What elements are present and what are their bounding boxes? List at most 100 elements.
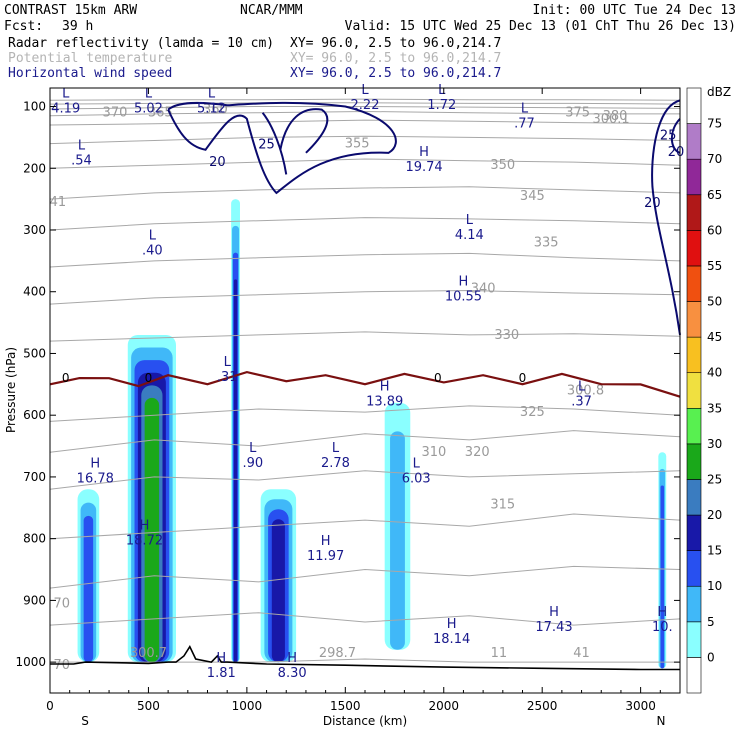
hl-value-3: 2.22: [351, 98, 380, 113]
theta-label-17: 300.7: [130, 646, 167, 661]
freezing-level-label-2: 0: [434, 371, 442, 385]
theta-label-2: 360: [203, 103, 228, 118]
y-tick-label-1: 200: [23, 161, 46, 175]
theta-label-4: 350: [490, 158, 515, 173]
theta-label-19: 11: [491, 646, 508, 661]
hl-value-13: .37: [571, 395, 592, 410]
theta-label-8: 330: [494, 328, 519, 343]
reflectivity-cell-3-level-4: [271, 519, 285, 663]
y-tick-label-6: 700: [23, 470, 46, 484]
theta-label-13: 375: [565, 106, 590, 121]
theta-contour-13: [49, 135, 681, 145]
hl-value-4: 1.72: [427, 98, 456, 113]
y-tick-label-5: 600: [23, 408, 46, 422]
field-xy-theta: XY= 96.0, 2.5 to 96.0,214.7: [290, 51, 501, 66]
theta-label-9: 325: [520, 405, 545, 420]
theta-label-12: 310: [421, 445, 446, 460]
theta-contour-3: [49, 513, 681, 540]
hl-value-9: .40: [142, 243, 163, 258]
theta-contour-5: [49, 430, 681, 453]
hl-letter-7: H: [419, 145, 429, 160]
wind-contour-2: [261, 112, 288, 175]
hl-letter-2: L: [208, 86, 216, 101]
hl-value-24: 8.30: [278, 666, 307, 681]
theta-contour-8: [49, 289, 681, 305]
theta-contours: 370 365 360 355 350 345 340 335 330 325 320 315 310 3…: [49, 98, 681, 673]
field-name-theta: Potential temperature: [8, 51, 173, 66]
colorbar-label-5: 25: [707, 472, 722, 486]
y-axis-title: Pressure (hPa): [4, 347, 18, 433]
theta-label-10: 320: [465, 445, 490, 460]
theta-contour-6: [49, 405, 681, 422]
theta-label-20: 41: [573, 646, 590, 661]
x-tick-label-1: 500: [137, 699, 160, 713]
theta-contour-2: [49, 565, 681, 589]
fcst-value: 39 h: [62, 19, 93, 34]
colorbar-label-8: 40: [707, 366, 722, 380]
x-axis-north-label: N: [657, 714, 666, 728]
reflectivity-cell-5-level-3: [660, 485, 665, 669]
terrain-layer: [50, 645, 680, 671]
x-tick-label-4: 2000: [428, 699, 459, 713]
freezing-level-label-0: 0: [62, 371, 70, 385]
y-tick-label-9: 1000: [15, 655, 46, 669]
wind-label-1: 20: [209, 155, 226, 170]
hl-letter-16: H: [90, 457, 100, 472]
colorbar-swatch-7: [686, 407, 702, 445]
hl-letter-22: H: [657, 605, 667, 620]
freezing-level-label-1: 0: [145, 371, 153, 385]
colorbar-swatch-8: [686, 372, 702, 409]
colorbar-label-6: 30: [707, 437, 722, 451]
wind-label-2: 20: [644, 196, 661, 211]
colorbar-swatch-9: [686, 336, 702, 374]
terrain-line: [50, 645, 680, 671]
theta-label-6: 340: [471, 282, 496, 297]
hl-value-22: 10.: [652, 620, 673, 635]
theta-label-0: 370: [103, 106, 128, 121]
colorbar-label-9: 45: [707, 330, 722, 344]
hl-letter-19: H: [321, 534, 331, 549]
theta-contour-7: [49, 331, 681, 342]
theta-contour-14: [49, 119, 681, 126]
colorbar-swatch-1: [686, 621, 702, 658]
hl-value-15: 2.78: [321, 456, 350, 471]
wind-contour-0: [167, 101, 397, 195]
theta-contour-16: [49, 106, 681, 110]
field-xy-reflectivity: XY= 96.0, 2.5 to 96.0,214.7: [290, 36, 501, 51]
y-tick-label-2: 300: [23, 223, 46, 237]
hl-letter-11: L: [224, 355, 232, 370]
hl-value-7: 19.74: [405, 160, 442, 175]
freezing-level-layer: 0 0 0 0: [49, 370, 681, 398]
hl-value-1: 5.02: [134, 101, 163, 116]
valid-time: Valid: 15 UTC Wed 25 Dec 13 (01 ChT Thu …: [345, 19, 736, 34]
theta-label-15: 300.1: [592, 112, 629, 127]
hl-letter-23: H: [216, 651, 226, 666]
hl-letter-12: H: [380, 380, 390, 395]
theta-label-18: 298.7: [319, 646, 356, 661]
hl-letter-5: L: [521, 102, 529, 117]
colorbar-unit: dBZ: [707, 85, 731, 99]
theta-contour-17: [49, 102, 681, 105]
hl-letter-21: H: [549, 605, 559, 620]
colorbar-label-3: 15: [707, 544, 722, 558]
hl-value-0: 4.19: [51, 101, 80, 116]
x-tick-label-0: 0: [46, 699, 54, 713]
hl-value-20: 18.14: [433, 632, 470, 647]
theta-contour-12: [49, 158, 681, 169]
colorbar-swatch-16: [686, 87, 702, 124]
colorbar-swatch-14: [686, 158, 702, 196]
colorbar-swatch-11: [686, 265, 702, 302]
colorbar-label-0: 0: [707, 650, 715, 664]
fcst-label: Fcst:: [4, 19, 43, 34]
y-tick-label-8: 900: [23, 593, 46, 607]
wind-contour-3: [651, 99, 681, 336]
theta-contour-9: [49, 252, 681, 268]
y-tick-label-3: 400: [23, 285, 46, 299]
theta-label-7: 335: [534, 235, 559, 250]
colorbar-swatch-2: [686, 585, 702, 623]
hl-value-23: 1.81: [207, 666, 236, 681]
colorbar-swatch-13: [686, 194, 702, 231]
theta-label-14: 380: [603, 109, 628, 124]
colorbar-swatch-15: [686, 123, 702, 160]
